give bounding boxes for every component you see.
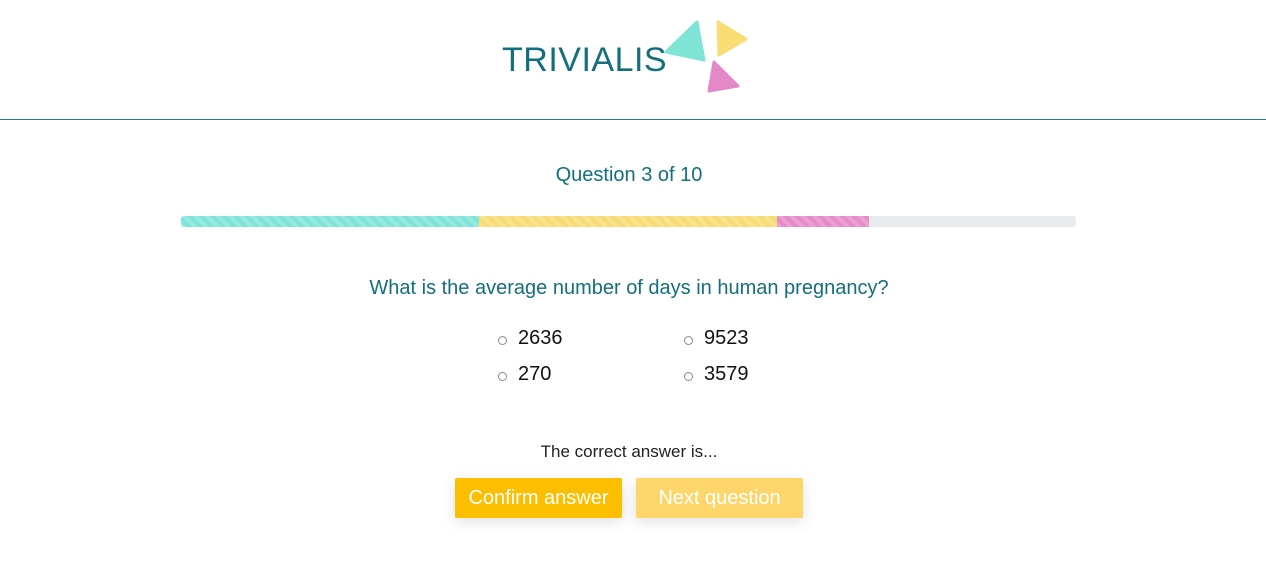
question-counter: Question 3 of 10	[555, 164, 703, 186]
logo-text: TRIVIALIS	[502, 41, 668, 79]
teal-triangle-icon	[664, 20, 706, 62]
next-question-button[interactable]: Next question	[636, 478, 803, 518]
option-label: 270	[518, 363, 552, 385]
question-text: What is the average number of days in hu…	[369, 277, 889, 299]
answer-option-1[interactable]: 2636	[498, 326, 563, 350]
radio-button[interactable]	[684, 335, 693, 345]
logo-triangles-icon	[664, 20, 748, 93]
progress-segment-teal	[181, 216, 479, 227]
radio-button[interactable]	[498, 335, 507, 345]
app-header: TRIVIALIS	[0, 0, 1266, 120]
pink-triangle-icon	[707, 60, 740, 93]
confirm-answer-button[interactable]: Confirm answer	[455, 478, 622, 518]
option-label: 2636	[518, 327, 563, 349]
radio-button[interactable]	[498, 371, 507, 381]
yellow-triangle-icon	[716, 20, 748, 57]
answer-option-4[interactable]: 3579	[684, 362, 749, 386]
progress-segment-yellow	[479, 216, 777, 227]
progress-segment-pink	[777, 216, 869, 227]
radio-button[interactable]	[684, 371, 693, 381]
answer-option-2[interactable]: 9523	[684, 326, 749, 350]
progress-bar	[181, 216, 1076, 227]
answer-message: The correct answer is...	[540, 442, 718, 461]
option-label: 9523	[704, 327, 749, 349]
answer-option-3[interactable]: 270	[498, 362, 551, 386]
option-label: 3579	[704, 363, 749, 385]
